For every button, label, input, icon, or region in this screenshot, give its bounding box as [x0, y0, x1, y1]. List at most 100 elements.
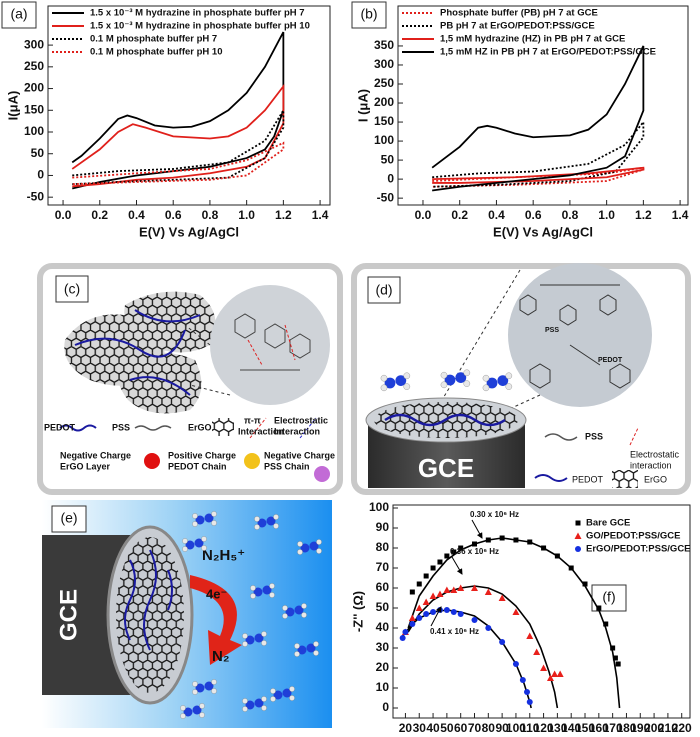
x-tick-label: 160: [589, 721, 609, 735]
y-tick-label: 200: [374, 95, 394, 109]
label-box: [1, 1, 37, 29]
molecule: [440, 369, 471, 389]
atom: [269, 592, 275, 598]
molecule: [242, 631, 267, 647]
pedot-chain: [384, 413, 506, 427]
point: [416, 581, 422, 587]
point: [485, 537, 491, 543]
y-tick-label: 50: [381, 152, 395, 166]
y-tick-label: -50: [27, 189, 45, 203]
pi-symbol: [249, 417, 267, 439]
electrode-label: GCE: [55, 589, 82, 641]
legend-text: π-π: [244, 415, 261, 425]
point: [603, 621, 609, 627]
point: [458, 545, 464, 551]
atom: [182, 538, 188, 544]
atom: [282, 605, 288, 611]
molecule: [297, 539, 322, 555]
legend-text: Interaction: [238, 426, 284, 436]
atom: [261, 705, 267, 711]
atom: [301, 603, 307, 609]
atom: [313, 641, 319, 647]
atom: [403, 383, 411, 390]
atom: [204, 513, 214, 523]
x-tick-label: 90: [495, 721, 509, 735]
point: [437, 559, 443, 565]
legend-text: PEDOT: [44, 422, 76, 432]
x-tick-label: 70: [468, 721, 482, 735]
point: [499, 639, 506, 645]
atom: [250, 585, 256, 591]
panel-label: (e): [60, 510, 77, 526]
electrode-label: GCE: [418, 453, 474, 483]
negative-charge: [144, 453, 160, 469]
point: [457, 611, 464, 617]
legend-text: Electrostatic: [630, 449, 680, 459]
annotation-arrow: [430, 606, 442, 627]
y-tick-label: 0: [382, 700, 389, 714]
point: [582, 581, 588, 587]
legend-text: Electrostatic: [274, 415, 328, 425]
atom: [192, 681, 198, 687]
pedot-chain: [74, 309, 201, 396]
point: [430, 565, 436, 571]
atom: [313, 650, 319, 656]
legend-label: GO/PEDOT:PSS/GCE: [586, 531, 681, 542]
y-tick-label: 50: [31, 146, 45, 160]
legend-text: ErGO: [644, 474, 667, 484]
plot-frame: [397, 5, 689, 206]
x-tick-label: 0.6: [525, 208, 542, 222]
atom: [273, 690, 283, 700]
atom: [300, 543, 310, 553]
legend-text: interaction: [630, 460, 672, 470]
molecule: [482, 372, 513, 392]
y-tick-label: 80: [376, 540, 390, 554]
inset-text: PSS: [545, 327, 559, 334]
molecule: [192, 511, 217, 527]
y-tick-label: 100: [369, 500, 389, 514]
atom: [211, 679, 217, 685]
atom: [297, 645, 307, 655]
atom: [199, 712, 205, 718]
y-tick-label: -50: [377, 190, 395, 204]
y-tick-label: 250: [24, 59, 44, 73]
x-tick-label: 0.6: [165, 208, 182, 222]
legend-text: ErGO: [188, 422, 212, 432]
point: [422, 598, 430, 605]
y-tick-label: 0: [387, 171, 394, 185]
molecule: [270, 686, 295, 702]
legend-label: 0.1 M phosphate buffer pH 7: [90, 34, 217, 45]
y-tick-label: 250: [374, 76, 394, 90]
atom: [297, 541, 303, 547]
label-box: [367, 276, 401, 304]
x-tick-label: 140: [561, 721, 581, 735]
atom: [242, 633, 248, 639]
product: N₂: [212, 648, 230, 665]
x-tick-label: 1.4: [312, 208, 329, 222]
ergo-layer: [116, 537, 184, 693]
ergo-symbol: [212, 418, 234, 436]
legend-swatch: [575, 520, 581, 526]
point: [554, 553, 560, 559]
point: [533, 648, 541, 655]
atom: [185, 540, 195, 550]
annotation: 0.41 x 10⁶ Hz: [430, 627, 479, 636]
legend-label: 0.1 M phosphate buffer pH 10: [90, 47, 223, 58]
atom: [289, 686, 295, 692]
x-tick-label: 210: [658, 721, 678, 735]
point: [430, 609, 437, 615]
molecule: [180, 703, 205, 719]
x-tick-label: 1.4: [672, 208, 689, 222]
atom: [261, 696, 267, 702]
curve: [431, 45, 645, 192]
atom: [192, 689, 198, 695]
molecule: [380, 372, 411, 392]
point: [512, 661, 519, 667]
point: [408, 614, 416, 621]
atom: [440, 371, 448, 379]
point: [540, 664, 548, 671]
legend-label: PB pH 7 at ErGO/PEDOT:PSS/GCE: [440, 21, 595, 32]
atom: [505, 383, 513, 390]
x-axis-label: E(V) Vs Ag/AgCl: [493, 224, 593, 239]
